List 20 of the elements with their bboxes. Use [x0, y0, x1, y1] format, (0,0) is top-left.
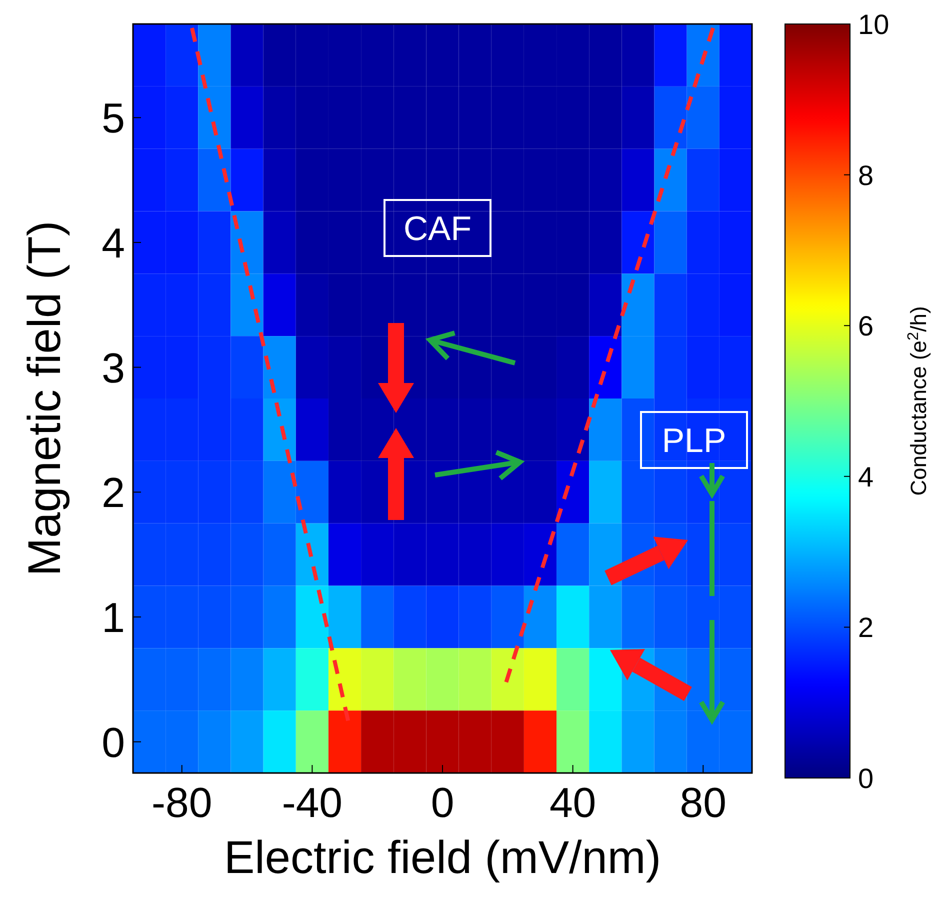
color-bar-label: 10 — [858, 9, 890, 40]
annotation: CAF — [404, 210, 472, 248]
color-bar-label: 6 — [858, 310, 874, 342]
y-tick-label: 3 — [102, 344, 125, 392]
y-tick-label: 1 — [102, 594, 125, 641]
y-tick-label: 2 — [102, 469, 125, 516]
y-tick-label: 0 — [102, 718, 125, 766]
x-axis-title: Electric field (mV/nm) — [224, 831, 662, 883]
y-axis-title: Magnetic field (T) — [18, 220, 70, 576]
y-tick-label: 4 — [102, 219, 125, 266]
color-bar-label: 2 — [858, 612, 874, 644]
x-tick-label: -40 — [282, 779, 343, 826]
color-bar-label: 4 — [858, 461, 874, 492]
color-bar-label: 8 — [858, 160, 874, 191]
y-tick-label: 5 — [102, 94, 125, 142]
x-tick-label: -80 — [152, 779, 212, 826]
x-tick-label: 40 — [549, 779, 596, 826]
annotation: PLP — [662, 422, 726, 460]
x-tick-label: 80 — [680, 779, 726, 826]
x-tick-label: 0 — [430, 779, 454, 826]
